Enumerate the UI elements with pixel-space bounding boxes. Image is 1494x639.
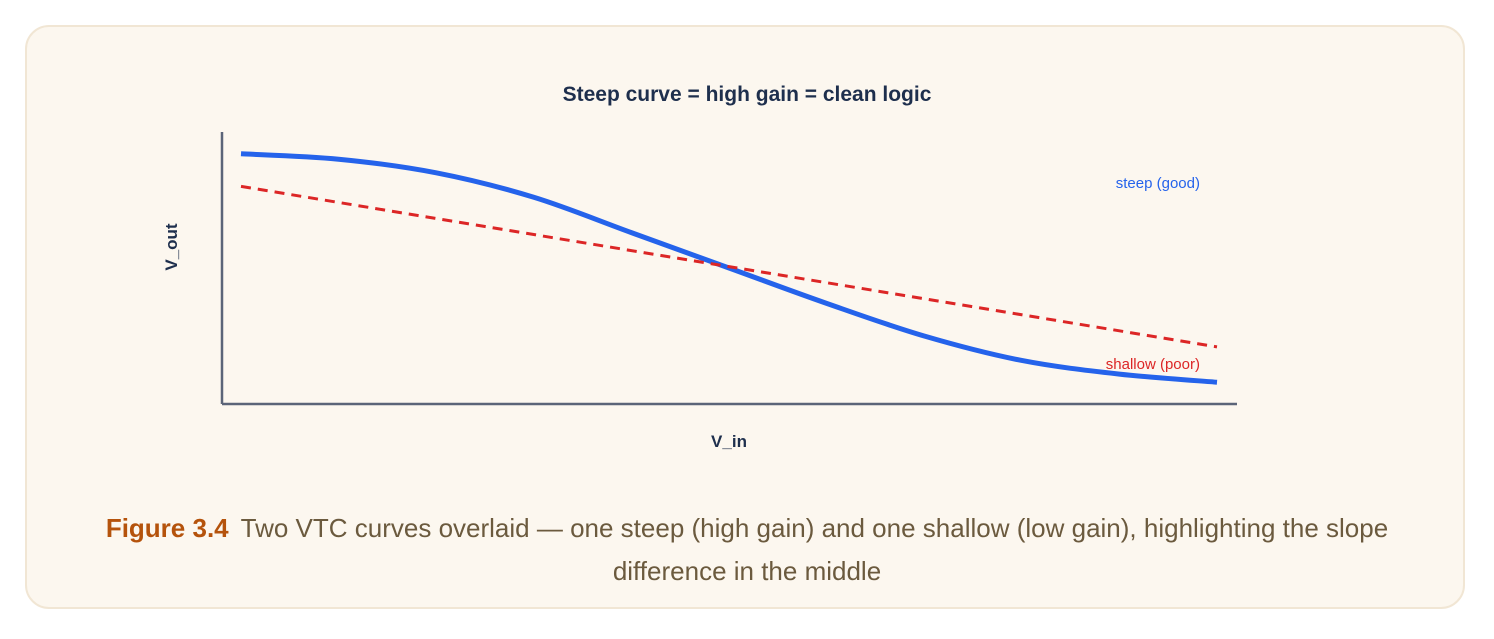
figure-caption: Figure 3.4 Two VTC curves overlaid — one … [87,507,1407,593]
series-label-shallow: shallow (poor) [1106,356,1200,373]
figure-label: Figure 3.4 [105,513,229,543]
chart-title: Steep curve = high gain = clean logic [563,83,932,106]
figure-card: Steep curve = high gain = clean logic V_… [25,25,1465,609]
y-axis-label: V_out [162,223,181,271]
series-label-steep: steep (good) [1116,175,1200,192]
figure-caption-text: Two VTC curves overlaid — one steep (hig… [240,513,1389,586]
x-axis-label: V_in [711,432,747,451]
chart: Steep curve = high gain = clean logic V_… [162,83,1237,451]
series-line-shallow [240,184,1218,349]
